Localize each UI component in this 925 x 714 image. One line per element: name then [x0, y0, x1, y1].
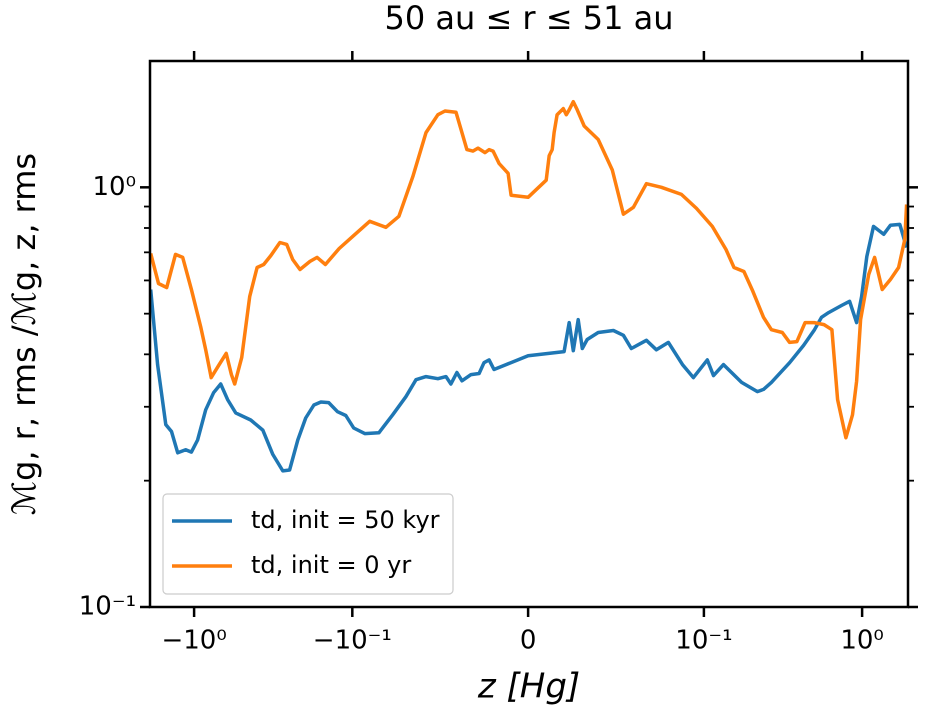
x-tick-label: −10⁻¹ [313, 626, 392, 656]
y-tick-label: 10⁻¹ [79, 592, 136, 622]
x-tick-label: 10⁻¹ [675, 626, 732, 656]
legend-label: td, init = 50 kyr [251, 506, 440, 534]
legend-label: td, init = 0 yr [251, 551, 411, 579]
x-tick-label: 10⁰ [840, 626, 884, 656]
x-tick-label: 0 [520, 626, 537, 656]
y-axis-label: ℳg, r, rms /ℳg, z, rms [5, 153, 43, 515]
y-tick-label: 10⁰ [92, 172, 136, 202]
legend-box [162, 493, 454, 595]
x-axis-label: z [Hg] [477, 667, 580, 707]
series-line [149, 99, 909, 440]
chart-title: 50 au ≤ r ≤ 51 au [384, 0, 673, 37]
series-line [148, 222, 909, 473]
x-tick-label: −10⁰ [161, 626, 226, 656]
